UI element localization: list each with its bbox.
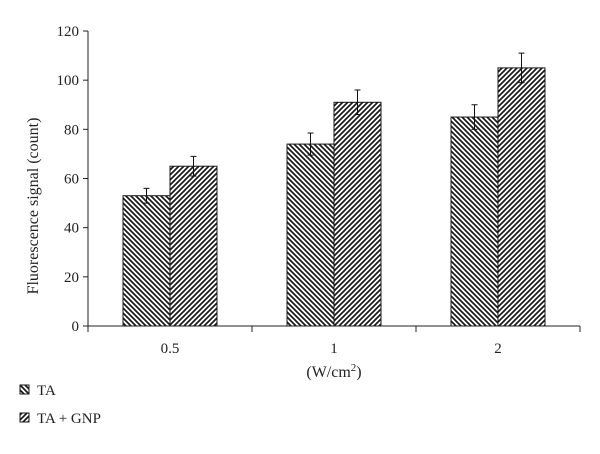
error-bar — [471, 104, 478, 130]
x-tick-label: 2 — [494, 341, 502, 357]
y-tick-label: 100 — [57, 73, 80, 89]
error-bar — [518, 52, 525, 84]
legend: TA TA + GNP — [19, 383, 101, 427]
bar-ta-gnp-0.5 — [169, 165, 218, 327]
error-bar — [307, 132, 314, 156]
bars — [122, 67, 546, 327]
y-axis: 0 20 40 60 80 100 120 — [57, 24, 89, 335]
bar-ta-1 — [286, 143, 335, 327]
error-bar — [143, 187, 150, 204]
legend-label: TA + GNP — [37, 411, 101, 427]
y-tick-label: 60 — [64, 172, 79, 188]
y-tick-label: 40 — [64, 221, 79, 237]
x-axis-label: (W/cm2) — [306, 362, 361, 381]
y-tick-label: 0 — [72, 319, 80, 335]
bar-ta-gnp-2 — [497, 67, 546, 327]
y-axis-label: Fluorescence signal (count) — [25, 118, 42, 295]
bar-ta-gnp-1 — [333, 101, 382, 327]
x-axis: 0.5 1 2 — [87, 325, 581, 357]
y-tick-label: 80 — [64, 122, 79, 138]
error-bar — [190, 155, 197, 177]
legend-label: TA — [37, 383, 56, 399]
legend-item-ta-gnp: TA + GNP — [19, 411, 101, 427]
legend-swatch — [19, 384, 30, 395]
legend-swatch — [19, 412, 30, 423]
error-bars — [143, 52, 525, 204]
y-tick-label: 120 — [57, 24, 80, 40]
x-tick-label: 1 — [330, 341, 338, 357]
bar-ta-2 — [450, 116, 499, 327]
x-tick-label: 0.5 — [161, 341, 180, 357]
legend-item-ta: TA — [19, 383, 56, 399]
bar-ta-0.5 — [122, 195, 171, 327]
error-bar — [354, 89, 361, 116]
y-tick-label: 20 — [64, 270, 79, 286]
